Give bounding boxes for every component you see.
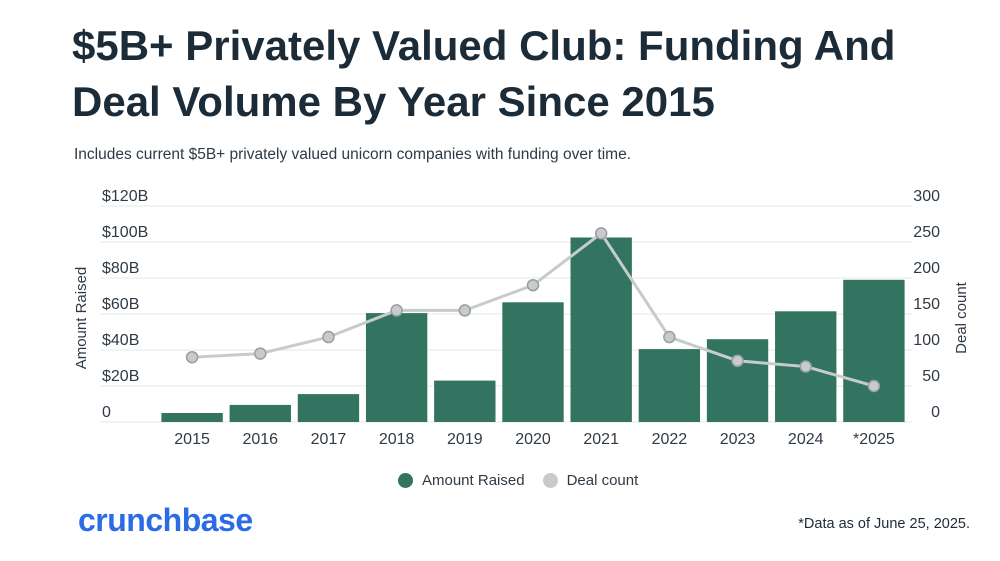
y-axis-title: Amount Raised	[73, 267, 90, 370]
deal-count-point	[526, 278, 540, 292]
y2-tick-label: 150	[913, 296, 940, 313]
deal-count-point	[799, 360, 812, 373]
deal-count-point	[458, 304, 472, 317]
bar-amount-raised	[365, 313, 428, 422]
y-tick-label: $20B	[102, 368, 139, 385]
bar-amount-raised	[570, 237, 632, 422]
bar-amount-raised	[229, 404, 291, 422]
bar-amount-raised	[638, 349, 701, 422]
x-tick-label: 2019	[447, 431, 483, 448]
legend: Amount Raised Deal count	[398, 472, 646, 489]
y2-tick-label: 200	[913, 260, 940, 277]
y2-tick-label: 100	[913, 332, 940, 349]
legend-label-amount-raised: Amount Raised	[422, 472, 525, 489]
footnote: *Data as of June 25, 2025.	[798, 516, 970, 532]
legend-item-amount-raised: Amount Raised	[398, 472, 525, 489]
x-tick-label: 2020	[515, 431, 551, 448]
x-tick-label: 2023	[720, 431, 756, 448]
bar-amount-raised	[297, 394, 360, 422]
chart-subtitle: Includes current $5B+ privately valued u…	[74, 146, 632, 163]
deal-count-point	[867, 379, 881, 393]
x-tick-label: 2016	[242, 431, 278, 448]
x-tick-label: 2021	[583, 431, 619, 448]
deal-count-point	[185, 350, 199, 364]
legend-swatch-amount-raised	[398, 473, 413, 488]
bar-amount-raised	[434, 380, 496, 422]
y-tick-label: $60B	[102, 296, 139, 313]
deal-count-point	[254, 347, 267, 360]
y-tick-label: $80B	[102, 260, 139, 277]
y-tick-label: $120B	[102, 188, 148, 205]
x-tick-label: 2017	[311, 431, 347, 448]
bar-amount-raised	[161, 413, 223, 422]
x-tick-label: 2018	[379, 431, 415, 448]
x-tick-label: 2024	[788, 431, 824, 448]
bar-amount-raised	[843, 279, 905, 422]
y2-axis-title: Deal count	[953, 281, 970, 354]
crunchbase-logo: crunchbase	[78, 502, 253, 538]
x-tick-label: 2015	[174, 431, 210, 448]
deal-count-point	[731, 354, 744, 368]
y2-tick-label: 300	[913, 188, 940, 205]
y2-tick-label: 50	[922, 368, 940, 385]
y2-tick-label: 250	[913, 224, 940, 241]
deal-count-point	[390, 304, 403, 317]
x-tick-label: 2022	[652, 431, 688, 448]
deal-count-point	[663, 330, 676, 344]
chart-title: $5B+ Privately Valued Club: Funding And …	[72, 22, 896, 125]
deal-count-point	[594, 227, 608, 240]
bar-amount-raised	[502, 302, 564, 422]
y-tick-label: $100B	[102, 224, 148, 241]
combo-chart: 0 0 $20B 50 $40B 100 $60B 150 $80B 200 $100B 250 $12…	[73, 188, 970, 448]
y-tick-label: 0	[102, 404, 111, 421]
y2-tick-label: 0	[931, 404, 940, 421]
legend-swatch-deal-count	[542, 473, 558, 488]
x-tick-label: *2025	[853, 431, 895, 448]
legend-item-deal-count: Deal count	[542, 472, 639, 489]
deal-count-point	[322, 330, 335, 344]
y-tick-label: $40B	[102, 332, 139, 349]
legend-label-deal-count: Deal count	[566, 472, 639, 489]
bar-amount-raised	[706, 339, 769, 422]
